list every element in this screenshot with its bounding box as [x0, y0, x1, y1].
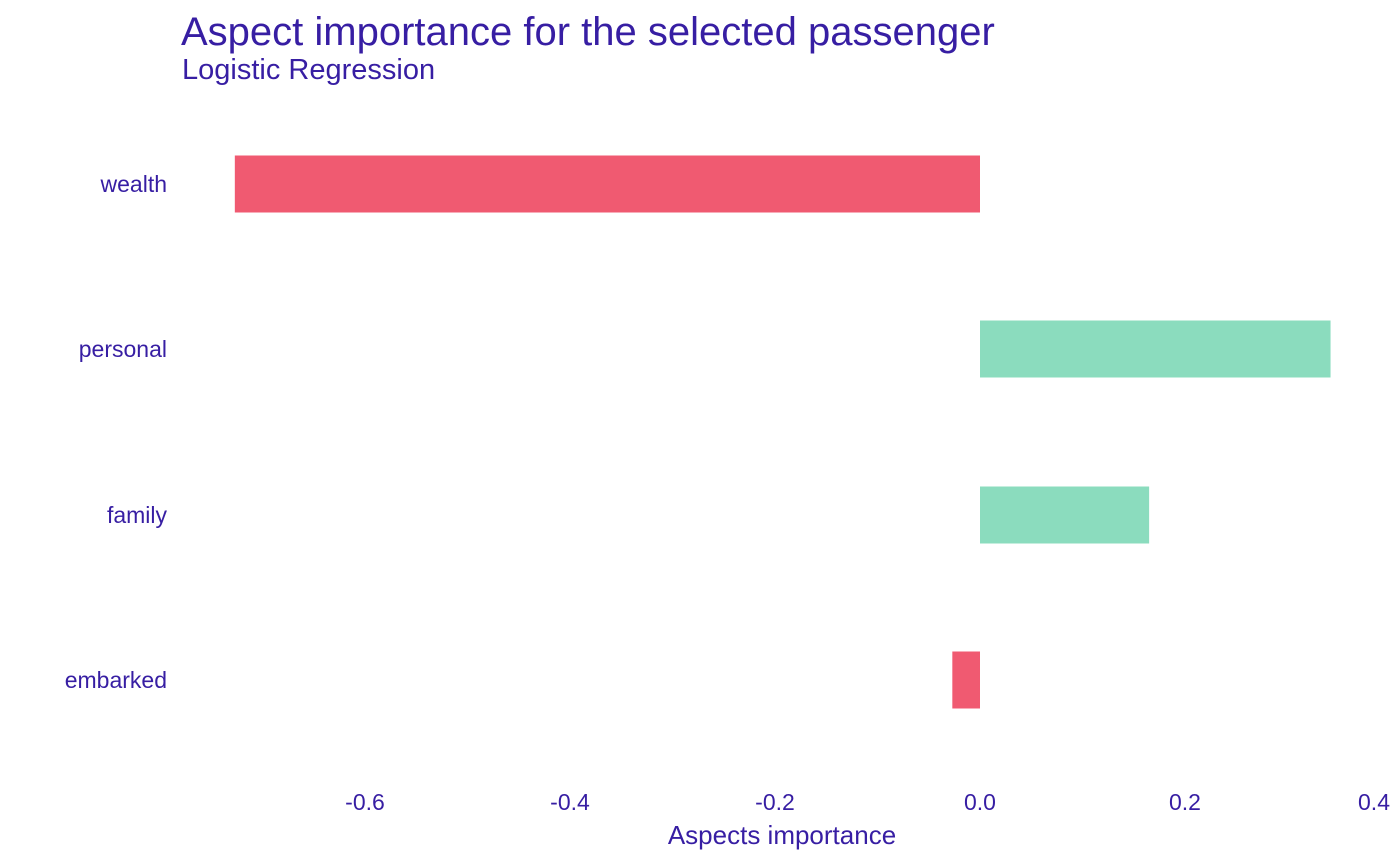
x-tick-label: -0.2	[755, 789, 795, 815]
x-tick-label: -0.6	[345, 789, 385, 815]
bar-embarked	[952, 651, 980, 709]
x-axis-labels: -0.6 -0.4 -0.2 0.0 0.2 0.4	[345, 789, 1390, 815]
x-tick-label: 0.2	[1169, 789, 1201, 815]
x-tick-label: 0.0	[964, 789, 996, 815]
y-axis-labels: wealth personal family embarked	[65, 171, 168, 693]
bar-personal	[980, 320, 1331, 378]
y-tick-label-personal: personal	[79, 336, 167, 362]
bar-family	[980, 486, 1150, 544]
chart-title: Aspect importance for the selected passe…	[181, 10, 995, 54]
y-tick-label-wealth: wealth	[100, 171, 167, 197]
bars-group	[234, 155, 1331, 709]
bar-wealth	[234, 155, 980, 213]
x-tick-label: -0.4	[550, 789, 590, 815]
x-tick-label: 0.4	[1358, 789, 1390, 815]
chart-subtitle: Logistic Regression	[182, 54, 436, 86]
x-axis-title: Aspects importance	[668, 820, 896, 850]
y-tick-label-embarked: embarked	[65, 667, 167, 693]
y-tick-label-family: family	[107, 502, 168, 528]
